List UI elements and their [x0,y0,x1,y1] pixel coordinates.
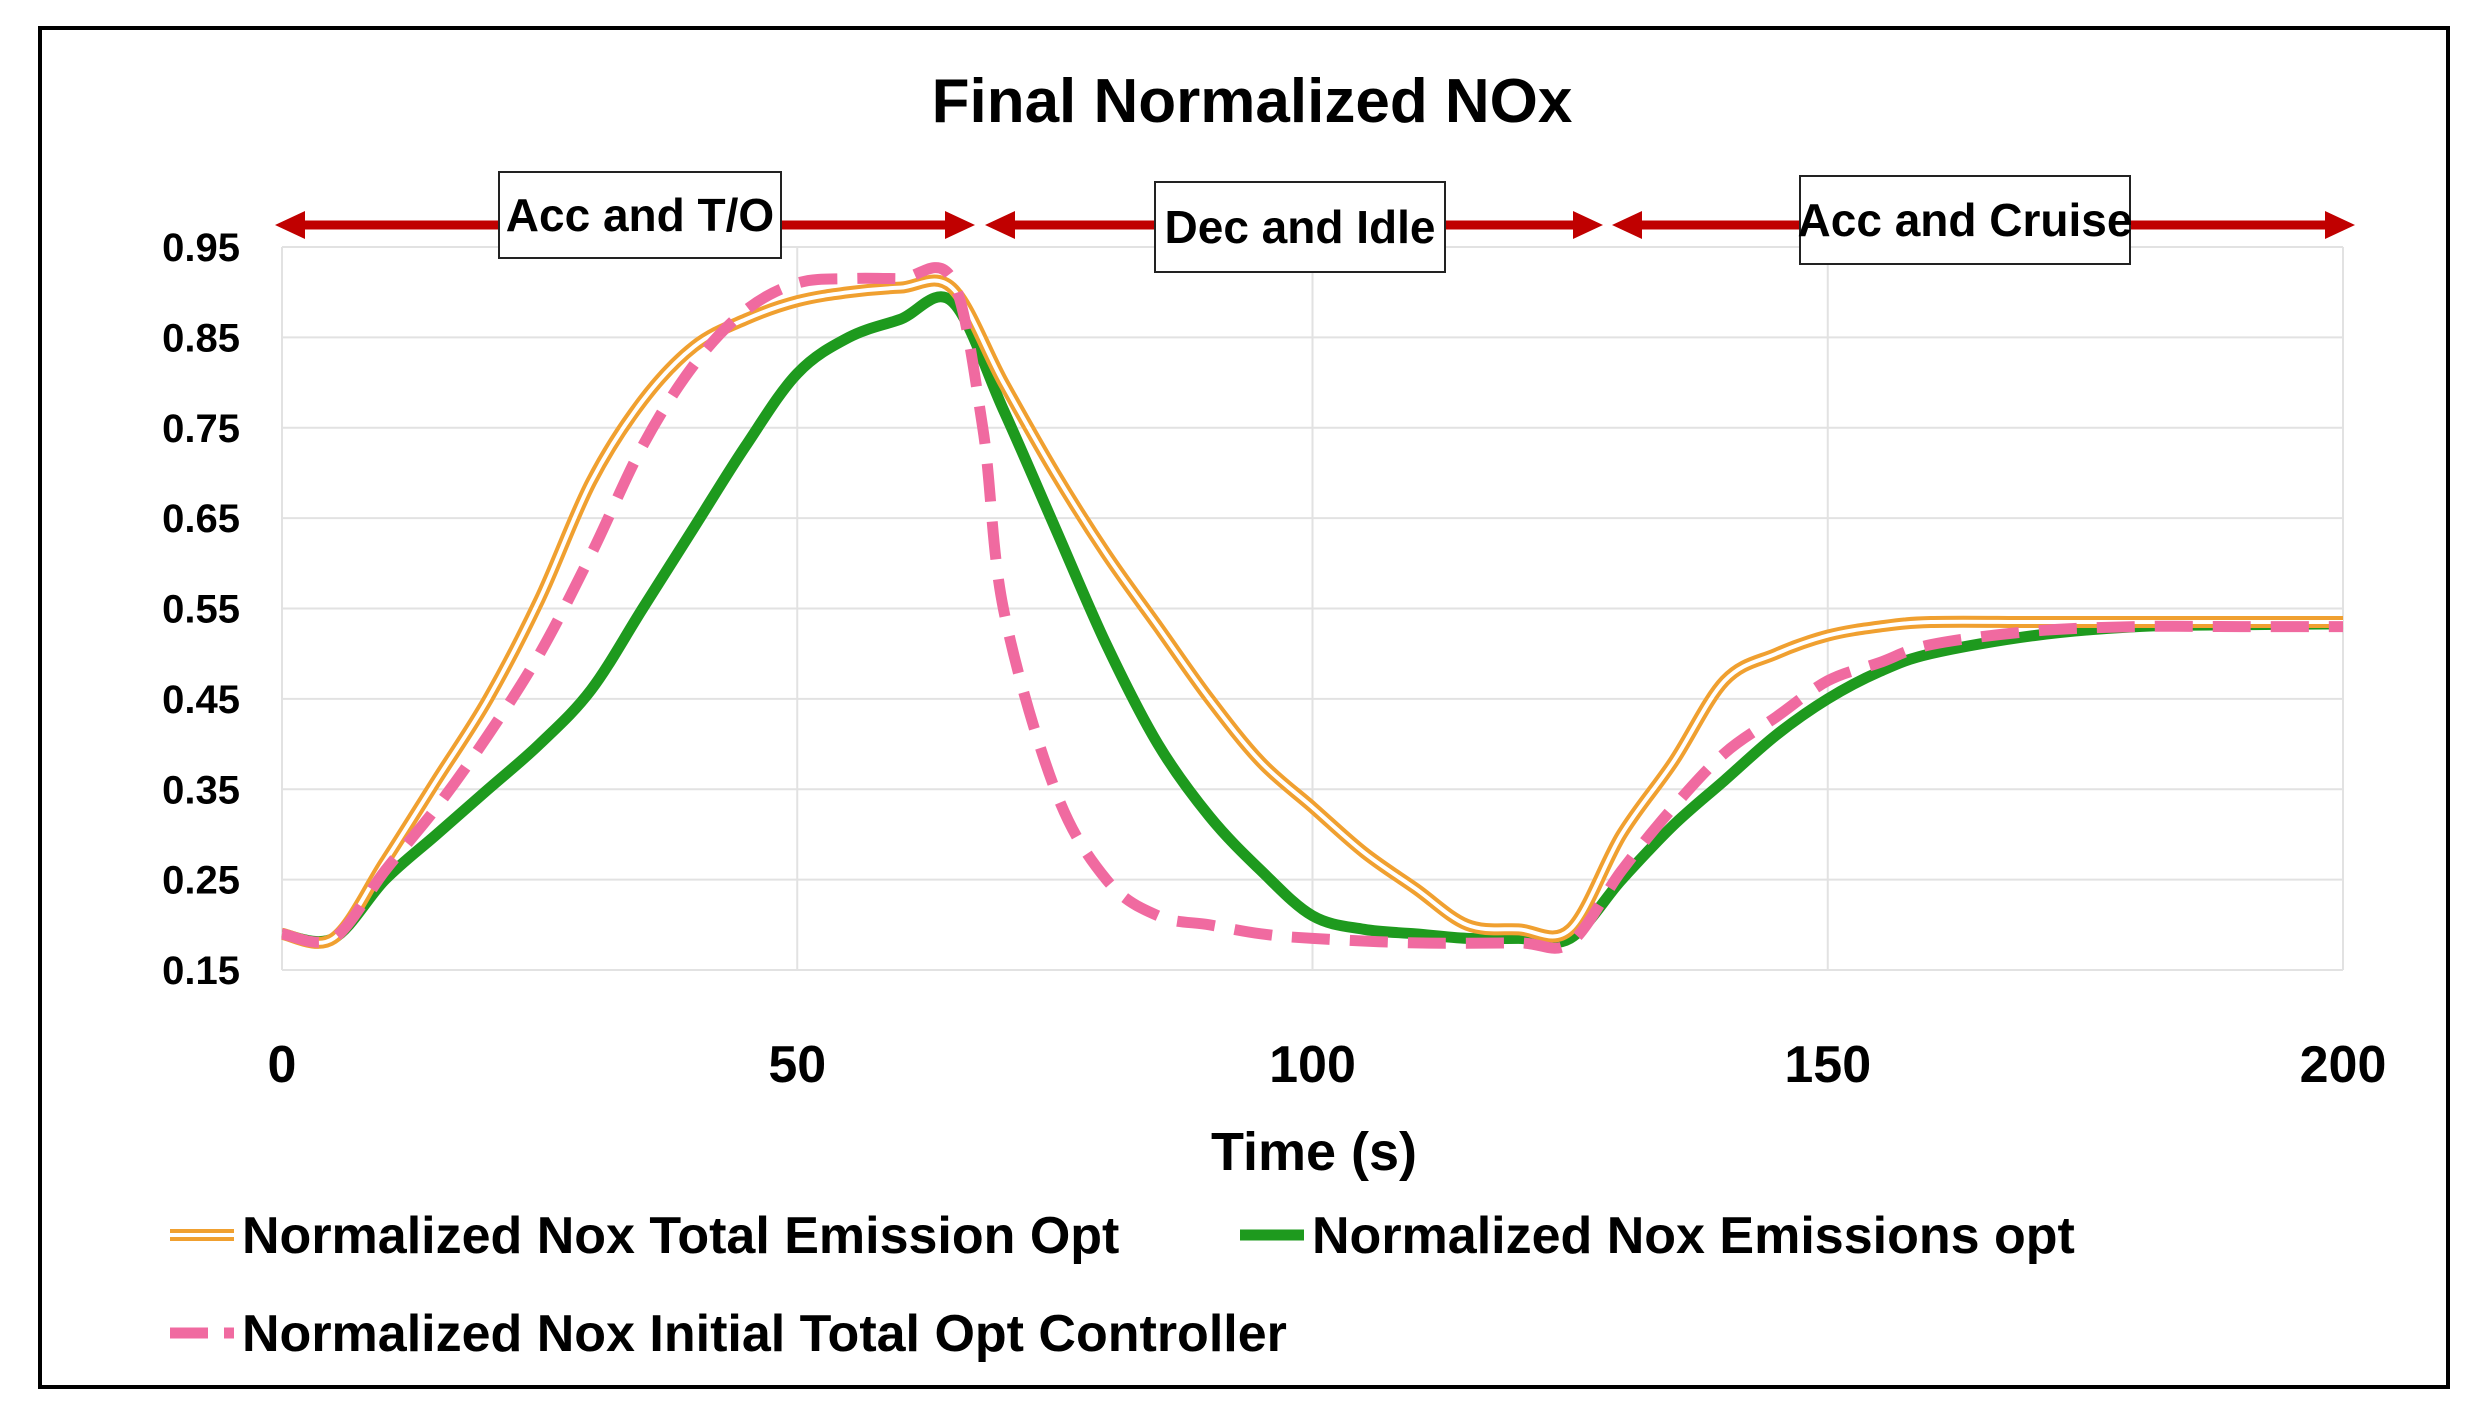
phase-label-box [1154,181,1446,273]
y-tick-label: 0.45 [162,678,240,722]
arrowhead-left-icon [275,211,305,239]
series-line-normalized-nox-total-emission-opt-inner [281,278,2343,945]
x-tick-label: 0 [268,1036,297,1094]
x-axis-title: Time (s) [1211,1122,1417,1182]
phase-annotations: Acc and T/O Dec and Idle Acc and Cruise [275,171,2355,273]
legend-label: Normalized Nox Initial Total Opt Control… [242,1305,1287,1363]
chart-title: Final Normalized NOx [932,67,1573,136]
y-tick-label: 0.25 [162,859,240,903]
grid-lines [281,246,2344,971]
phase-annotation: Acc and Cruise [1612,175,2355,265]
phase-label: Acc and Cruise [1798,194,2133,246]
y-tick-label: 0.55 [162,588,240,632]
arrowhead-left-icon [985,211,1015,239]
legend-item: Normalized Nox Total Emission Opt [170,1207,1119,1265]
x-axis-ticks: 0 50 100 150 200 [268,1036,2387,1094]
y-tick-label: 0.15 [162,949,240,993]
y-tick-label: 0.95 [162,226,240,270]
phase-label-box [1799,175,2131,265]
arrowhead-right-icon [945,211,975,239]
phase-label-box [498,171,782,259]
y-axis-ticks: 0.15 0.25 0.35 0.45 0.55 0.65 0.75 0.85 0.95 [162,226,240,993]
x-tick-label: 150 [1784,1036,1871,1094]
x-tick-label: 100 [1269,1036,1356,1094]
x-tick-label: 200 [2300,1036,2387,1094]
arrowhead-left-icon [1612,211,1642,239]
arrowhead-right-icon [1573,211,1603,239]
legend: Normalized Nox Total Emission Opt Normali… [170,1207,2075,1363]
phase-annotation: Dec and Idle [985,181,1603,273]
phase-annotation: Acc and T/O [275,171,975,259]
legend-label: Normalized Nox Emissions opt [1312,1207,2075,1265]
legend-item: Normalized Nox Initial Total Opt Control… [170,1305,1287,1363]
phase-label: Dec and Idle [1165,201,1436,253]
y-tick-label: 0.35 [162,768,240,812]
y-tick-label: 0.75 [162,407,240,451]
phase-label: Acc and T/O [506,189,774,241]
y-tick-label: 0.65 [162,497,240,541]
series-line-normalized-nox-emissions-opt [280,291,2344,949]
legend-item: Normalized Nox Emissions opt [1240,1207,2075,1265]
series-lines [280,262,2344,954]
legend-label: Normalized Nox Total Emission Opt [242,1207,1119,1265]
y-tick-label: 0.85 [162,316,240,360]
x-tick-label: 50 [768,1036,826,1094]
series-line-normalized-nox-initial-total-opt-controller [280,262,2343,954]
arrowhead-right-icon [2325,211,2355,239]
